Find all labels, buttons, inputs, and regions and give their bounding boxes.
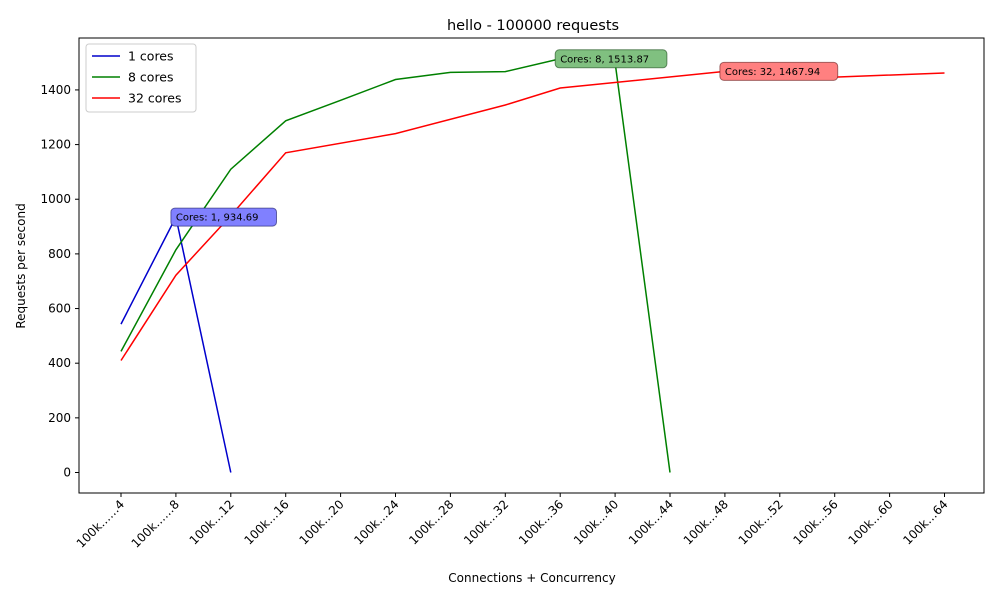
y-axis-label: Requests per second xyxy=(14,203,28,328)
x-tick-label: 100k…28 xyxy=(406,497,456,547)
x-tick-label: 100k…24 xyxy=(351,497,401,547)
y-tick-label: 400 xyxy=(48,356,71,370)
x-axis: 100k……4 100k……8 100k…12 100k…16 100k…20 100k…… xyxy=(74,493,951,551)
y-tick-label: 800 xyxy=(48,247,71,261)
x-tick-label: 100k…48 xyxy=(681,497,731,547)
legend: 1 cores 8 cores 32 cores xyxy=(85,43,197,113)
y-tick-label: 1200 xyxy=(40,138,71,152)
annotation-box xyxy=(719,61,839,81)
x-tick-label: 100k…52 xyxy=(736,497,786,547)
annotation-box xyxy=(170,207,277,227)
x-tick-label: 100k…16 xyxy=(242,497,292,547)
y-tick-label: 1000 xyxy=(40,192,71,206)
annotation-label: Cores: 1, 934.69 xyxy=(176,213,259,224)
x-tick-label: 100k…36 xyxy=(516,497,566,547)
x-tick-label: 100k…64 xyxy=(900,497,950,547)
series-line-1 xyxy=(120,214,232,473)
x-tick-label: 100k…40 xyxy=(571,497,621,547)
legend-box xyxy=(85,43,197,113)
x-tick-label: 100k…44 xyxy=(626,497,676,547)
y-axis: 0 200 400 600 800 1000 1200 1400 xyxy=(40,83,79,480)
y-tick-label: 600 xyxy=(48,302,71,316)
y-tick-label: 0 xyxy=(63,466,71,480)
x-tick-label: 100k…60 xyxy=(845,497,895,547)
x-tick-label: 100k…56 xyxy=(791,497,841,547)
annotation-label: Cores: 8, 1513.87 xyxy=(560,54,649,65)
annotation-label: Cores: 32, 1467.94 xyxy=(725,67,820,78)
y-tick-label: 1400 xyxy=(40,83,71,97)
annotation-box xyxy=(554,49,668,69)
x-tick-label: 100k…32 xyxy=(461,497,511,547)
plot-area: Cores: 1, 934.69 Cores: 8, 1513.87 Cores: … xyxy=(78,37,985,494)
legend-entry: 32 cores xyxy=(128,91,181,106)
x-tick-label: 100k……8 xyxy=(129,497,182,550)
legend-entry: 8 cores xyxy=(128,70,174,85)
legend-entry: 1 cores xyxy=(128,49,174,64)
y-tick-label: 200 xyxy=(48,411,71,425)
x-tick-label: 100k…20 xyxy=(296,497,346,547)
series-line-2 xyxy=(120,58,671,473)
x-tick-label: 100k……4 xyxy=(74,497,127,550)
axes-frame xyxy=(78,37,985,494)
chart-title: hello - 100000 requests xyxy=(447,18,619,34)
x-tick-label: 100k…12 xyxy=(187,497,237,547)
x-axis-label: Connections + Concurrency xyxy=(448,571,615,585)
